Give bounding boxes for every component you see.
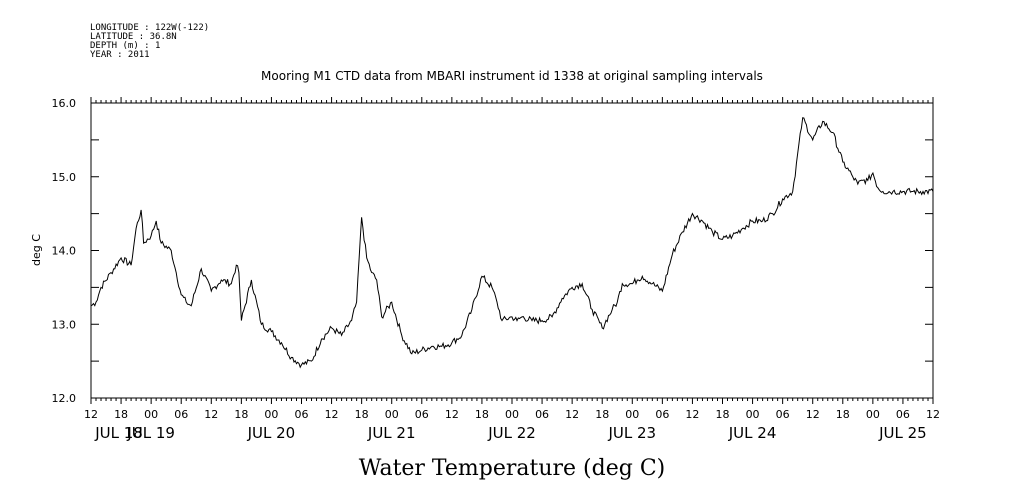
meta-year: YEAR : 2011 xyxy=(90,50,150,60)
x-hour-label: 18 xyxy=(595,408,609,421)
chart-title: Mooring M1 CTD data from MBARI instrumen… xyxy=(261,69,763,83)
meta-longitude: LONGITUDE : 122W(-122) xyxy=(90,23,209,33)
x-hour-label: 06 xyxy=(415,408,429,421)
x-hour-label: 12 xyxy=(685,408,699,421)
x-hour-label: 06 xyxy=(295,408,309,421)
x-hour-label: 00 xyxy=(625,408,639,421)
x-hour-label: 12 xyxy=(325,408,339,421)
x-hour-label: 06 xyxy=(535,408,549,421)
y-tick-label: 15.0 xyxy=(52,171,77,184)
x-hour-label: 00 xyxy=(746,408,760,421)
x-hour-label: 06 xyxy=(174,408,188,421)
x-axis-hour-labels: 12 18 00 06 12 18 00 06 12 18 00 06 12 18 00 06 12 18 00 06… xyxy=(84,408,940,421)
x-hour-label: 18 xyxy=(114,408,128,421)
x-hour-label: 18 xyxy=(716,408,730,421)
x-hour-label: 18 xyxy=(475,408,489,421)
x-day-label: JUL 19 xyxy=(126,424,175,442)
x-day-label: JUL 18 xyxy=(94,424,143,442)
x-day-label: JUL 24 xyxy=(728,424,777,442)
meta-latitude: LATITUDE : 36.8N xyxy=(90,32,177,42)
y-axis-label: deg C xyxy=(30,234,43,266)
x-day-label: JUL 25 xyxy=(878,424,927,442)
x-hour-label: 18 xyxy=(355,408,369,421)
x-hour-label: 12 xyxy=(565,408,579,421)
x-axis-label: Water Temperature (deg C) xyxy=(359,456,666,481)
x-hour-label: 00 xyxy=(264,408,278,421)
meta-depth: DEPTH (m) : 1 xyxy=(90,41,160,51)
x-hour-label: 00 xyxy=(144,408,158,421)
y-tick-label: 12.0 xyxy=(52,392,77,405)
plot-frame xyxy=(90,102,934,399)
x-hour-label: 12 xyxy=(926,408,940,421)
x-axis-ticks xyxy=(90,97,934,404)
x-hour-label: 06 xyxy=(896,408,910,421)
x-hour-label: 18 xyxy=(234,408,248,421)
metadata-block: LONGITUDE : 122W(-122) LATITUDE : 36.8N … xyxy=(90,23,209,60)
y-axis-ticks xyxy=(91,102,933,399)
x-hour-label: 12 xyxy=(204,408,218,421)
x-hour-label: 00 xyxy=(866,408,880,421)
x-day-label: JUL 23 xyxy=(607,424,656,442)
y-tick-label: 16.0 xyxy=(52,97,77,110)
x-hour-label: 12 xyxy=(84,408,98,421)
x-day-label: JUL 22 xyxy=(487,424,536,442)
x-day-label: JUL 20 xyxy=(247,424,296,442)
x-hour-label: 12 xyxy=(806,408,820,421)
y-tick-label: 13.0 xyxy=(52,318,77,331)
x-hour-label: 06 xyxy=(655,408,669,421)
x-hour-label: 00 xyxy=(385,408,399,421)
x-hour-label: 12 xyxy=(445,408,459,421)
temperature-series-line xyxy=(90,117,934,369)
y-tick-label: 14.0 xyxy=(52,245,77,258)
x-hour-label: 18 xyxy=(836,408,850,421)
x-hour-label: 06 xyxy=(776,408,790,421)
x-hour-label: 00 xyxy=(505,408,519,421)
x-day-label: JUL 21 xyxy=(367,424,416,442)
y-axis-tick-labels: 12.0 13.0 14.0 15.0 16.0 xyxy=(52,97,77,405)
